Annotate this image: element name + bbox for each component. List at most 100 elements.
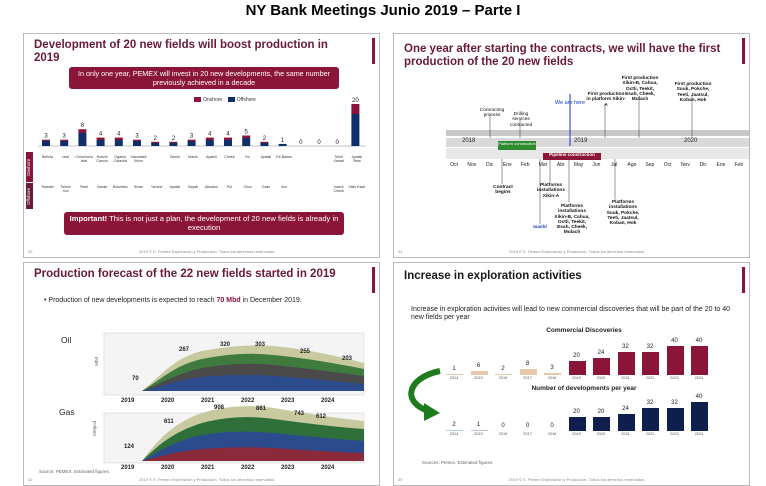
bar-mark [666,346,684,375]
table-cell-offshore: Pol [226,185,233,189]
bar-category-label: 2023 [670,376,679,380]
gas-value-label: 612 [316,414,327,420]
table-cell-offshore: Xux [280,185,288,189]
onshore-bar [96,137,105,140]
slide-footer: 2019 © E. Pemex Exploración y Producción… [139,249,276,254]
bar-mark [666,407,684,431]
milestone-platform-installations-suuk: Platforms installations Suuk, Pokche, Te… [606,200,640,227]
onshore-bar [242,135,251,138]
important-label: Important! [69,214,108,223]
oil-value-label: 303 [255,342,266,348]
page-number: 32 [28,249,33,254]
bar-value-label: 20 [597,408,605,415]
bar-value-label: 3 [190,134,194,140]
onshore-bar [260,141,269,143]
bar-value-label: 6 [476,362,481,369]
bar-mark [691,346,708,375]
slide-first-production-timeline[interactable]: One year after starting the contracts, w… [393,33,750,258]
table-cell-offshore: Ixachi Cheek [333,185,344,193]
bar-value-label: 40 [695,338,703,345]
page-number: 42 [28,477,33,482]
gas-value-label: 861 [256,406,267,412]
offshore-bar [78,133,87,146]
bar-value-label: 3 [135,134,139,140]
bar-mark [617,413,635,431]
slide-production-forecast[interactable]: Production forecast of the 22 new fields… [23,262,380,486]
onshore-bar [78,129,87,133]
bar-category-label: 2020 [596,376,606,380]
bar-value-label: 0 [501,423,505,429]
table-cell-onshore: Tsimín [169,155,181,159]
oil-value-label: 320 [220,342,231,348]
bar-category-label: 2021 [621,376,630,380]
bar-value-label: 3 [63,134,67,140]
timeline-month: Jun [592,162,601,168]
bar-value-label: 2 [452,421,456,428]
bar-category-label: 2021 [621,432,630,436]
offshore-bar [351,114,360,146]
timeline-month: Dic [699,162,707,168]
slide-footer: 2019 © E. Pemex Exploración y Producción… [139,477,276,482]
timeline-month: Mar [538,162,548,168]
year-tick-gas: 2022 [241,465,255,471]
onshore-bar [60,139,69,141]
bar-category-label: 2014 [449,376,459,380]
commercial-discoveries-title: Commercial Discoveries [546,327,622,334]
slide-exploration-activities[interactable]: Increase in exploration activities Incre… [393,262,750,486]
pipeline-construction-label: Pipeline construction [549,152,595,157]
milestone-platform-installations-xikin-b: Platforms installations Xikin-B, Cahua, … [554,204,590,236]
bar-category-label: 2022 [645,432,655,436]
timeline-month: May [573,162,584,168]
bar-category-label: 2015 [474,376,483,380]
slide-development-20-fields[interactable]: Development of 20 new fields will boost … [23,33,380,258]
bar-value-label: 32 [646,399,654,406]
onshore-bar [133,139,141,141]
bar-value-label: 2 [501,365,505,372]
bar-value-label: 4 [208,132,212,138]
bar-value-label: 3 [44,134,48,140]
offshore-bar [224,140,232,146]
timeline-month: Nov [467,162,477,168]
year-2020: 2020 [684,138,698,144]
timeline-month: Sep [645,162,655,168]
year-tick-oil: 2023 [281,398,295,404]
bar-category-label: 2015 [474,432,483,436]
bar-value-label: 0 [299,140,303,146]
oil-value-label: 203 [342,356,353,362]
we-are-here-label: We are here [554,100,586,106]
year-2018: 2018 [462,138,476,144]
source-note: Source: PEMEX. Estimated figures. [39,469,111,474]
onshore-row-label: Onshore [26,152,33,182]
year-tick-oil: 2024 [321,398,335,404]
timeline-month: Feb [520,162,530,168]
bar-category-label: 2016 [498,376,508,380]
production-area-charts [103,332,365,464]
bullet-text-post: in December 2019. [240,297,302,304]
year-tick-gas: 2023 [281,465,295,471]
bar-category-label: 2018 [547,376,557,380]
table-cell-offshore: Kayab [187,185,199,189]
offshore-bar [187,141,196,146]
bar-category-label: 2019 [572,376,581,380]
bar-category-label: 2014 [449,432,459,436]
page-number: 39 [398,477,403,482]
bar-mark [642,407,659,431]
bar-mark [470,370,488,375]
offshore-bar [133,141,141,146]
table-cell-onshore: Ayatsil [206,155,217,159]
bar-category-label: 2024 [694,376,704,380]
bullet-value: 70 Mbd [216,297,241,304]
onshore-bar [205,137,214,140]
timeline-month: Ene [502,162,512,168]
table-cell-offshore: Tekel [79,185,89,189]
bar-value-label: 2 [154,136,158,142]
bar-mark [446,429,463,431]
bar-category-label: 2023 [670,432,679,436]
slide-accent-bar [372,38,375,64]
table-cell-onshore: Xaxamani Xhino [130,155,147,163]
oil-label: Oil [61,335,72,345]
slide-title: One year after starting the contracts, w… [404,43,721,69]
year-tick-gas: 2020 [161,465,175,471]
page-title: NY Bank Meetings Junio 2019 – Parte I [245,2,521,19]
table-cell-offshore: Tsanlah [41,185,54,189]
